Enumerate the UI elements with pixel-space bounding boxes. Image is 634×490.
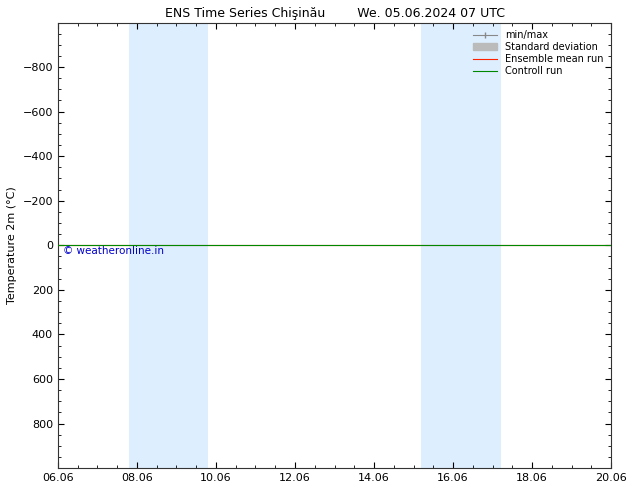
Bar [422, 23, 500, 468]
Title: ENS Time Series Chişinău        We. 05.06.2024 07 UTC: ENS Time Series Chişinău We. 05.06.2024 … [164, 7, 505, 20]
Legend: min/max, Standard deviation, Ensemble mean run, Controll run: min/max, Standard deviation, Ensemble me… [470, 27, 606, 79]
Text: © weatheronline.in: © weatheronline.in [63, 246, 164, 256]
Y-axis label: Temperature 2m (°C): Temperature 2m (°C) [7, 187, 17, 304]
Bar [129, 23, 208, 468]
